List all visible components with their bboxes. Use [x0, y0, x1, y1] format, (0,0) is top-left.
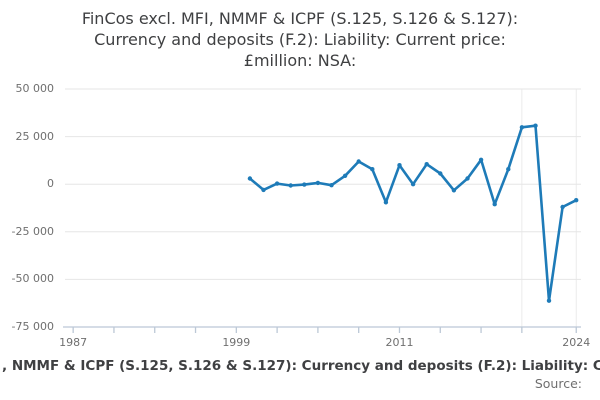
data-point-marker	[424, 162, 429, 167]
data-point-marker	[315, 180, 321, 186]
data-point-marker	[492, 202, 497, 207]
y-axis-tick-label: -25 000	[11, 224, 54, 238]
source-label: Source:	[534, 376, 582, 391]
data-point-marker	[546, 298, 552, 303]
x-axis-tick-label: 2024	[562, 336, 591, 349]
x-axis-tick-label: 1987	[59, 336, 88, 349]
chart-title-line-3: £million: NSA:	[243, 51, 357, 70]
data-point-marker	[342, 173, 348, 178]
data-point-marker	[356, 159, 361, 164]
data-point-marker	[519, 125, 525, 130]
y-axis-tick-label: 50 000	[15, 82, 55, 95]
y-axis-tick-label: 25 000	[15, 129, 55, 143]
data-point-marker	[506, 167, 511, 172]
y-axis-tick-label: -50 000	[11, 272, 54, 286]
data-point-marker	[247, 176, 253, 181]
data-point-marker	[329, 183, 334, 188]
chart-title-line-1: FinCos excl. MFI, NMMF & ICPF (S.125, S.…	[81, 9, 519, 28]
data-point-marker	[383, 200, 389, 205]
y-axis-tick-label: 0	[47, 177, 54, 191]
data-point-marker	[274, 181, 280, 186]
data-point-marker	[370, 167, 375, 172]
x-axis-tick-label: 1999	[222, 336, 251, 349]
data-point-marker	[465, 176, 470, 181]
data-point-marker	[451, 188, 457, 193]
footer-series-caption: , NMMF & ICPF (S.125, S.126 & S.127): Cu…	[2, 358, 600, 374]
data-point-marker	[302, 182, 307, 187]
data-point-marker	[560, 204, 565, 210]
data-point-marker	[478, 157, 484, 162]
data-point-marker	[438, 171, 443, 176]
chart-title: FinCos excl. MFI, NMMF & ICPF (S.125, S.…	[0, 8, 600, 71]
data-point-marker	[288, 183, 293, 188]
data-point-marker	[397, 163, 402, 168]
data-point-marker	[574, 198, 579, 203]
chart-title-line-2: Currency and deposits (F.2): Liability: …	[94, 30, 506, 49]
data-point-marker	[261, 187, 266, 193]
y-axis-tick-label: -75 000	[11, 320, 54, 333]
data-point-marker	[533, 123, 538, 128]
data-point-marker	[410, 182, 416, 187]
data-series-line	[248, 124, 578, 303]
x-axis-tick-label: 2011	[385, 336, 414, 349]
